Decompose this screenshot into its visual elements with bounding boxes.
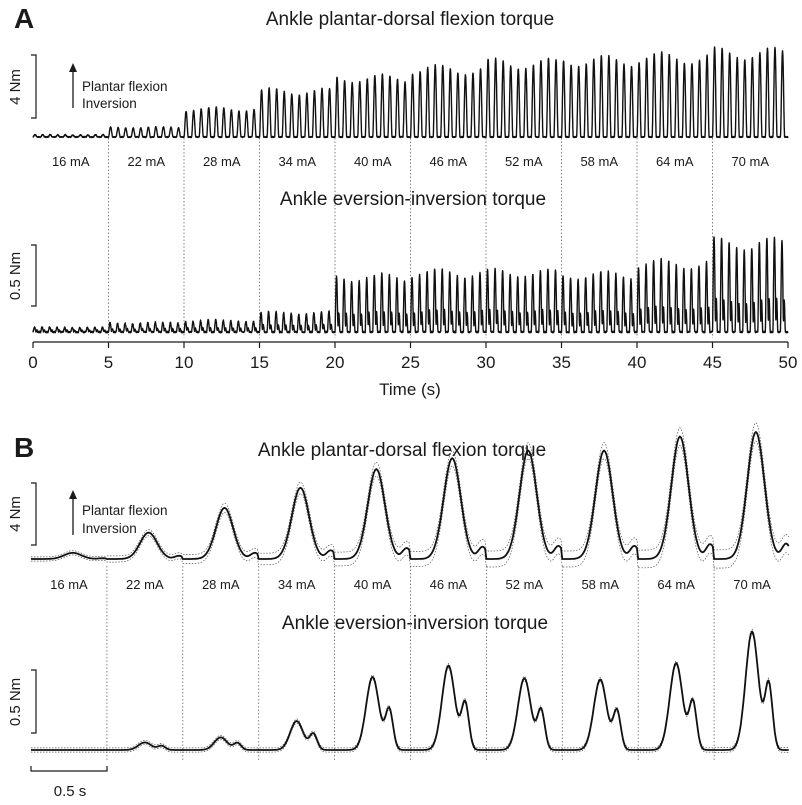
panel-a-letter: A [14, 3, 34, 34]
panel-a-x-tick-label: 45 [703, 353, 722, 372]
panel-b-segment-label: 16 mA [50, 577, 88, 592]
panel-a-segment-label: 34 mA [278, 154, 316, 169]
panel-a-segment-label: 58 mA [580, 154, 618, 169]
panel-a-x-tick-label: 30 [477, 353, 496, 372]
panel-b-segment-label: 40 mA [354, 577, 392, 592]
panel-a-ei-scale-label: 0.5 Nm [7, 252, 24, 300]
panel-a-segment-label: 64 mA [656, 154, 694, 169]
panel-b-segment-label: 46 mA [430, 577, 468, 592]
panel-b-pf-scale-bar [31, 482, 37, 546]
panel-a-segment-label: 22 mA [127, 154, 165, 169]
panel-b-pf-trace [31, 430, 790, 560]
panel-b-note-plantar: Plantar flexion [82, 503, 168, 518]
panel-b-time-scale-bar [30, 766, 108, 772]
panel-a-segment-label: 70 mA [731, 154, 769, 169]
panel-a-pf-trace [32, 46, 789, 139]
panel-a-traces [32, 46, 789, 334]
panel-a-segment-label: 40 mA [354, 154, 392, 169]
panel-b-segment-label: 34 mA [278, 577, 316, 592]
panel-a-x-tick-label: 15 [250, 353, 269, 372]
panel-a-x-tick-label: 20 [326, 353, 345, 372]
panel-a-x-tick-label: 40 [628, 353, 647, 372]
panel-a-x-ticks: 0 5 10 15 20 25 30 35 40 45 50 [28, 342, 797, 372]
panel-a-pf-scale-bar [31, 54, 37, 119]
panel-a-up-arrow-icon [69, 63, 77, 108]
panel-b-segment-dividers [106, 566, 715, 760]
panel-a-pf-scale-label: 4 Nm [7, 69, 24, 105]
panel-b-ei-trace-upper-bound [31, 628, 789, 749]
panel-b-ei-scale-bar [31, 669, 37, 734]
panel-a-ei-scale-bar [31, 244, 37, 307]
panel-b-note-inversion: Inversion [82, 521, 137, 536]
panel-b-ei-trace-lower-bound [31, 633, 789, 753]
panel-a-x-tick-label: 25 [401, 353, 420, 372]
panel-a-x-tick-label: 5 [104, 353, 113, 372]
panel-a-x-axis-title: Time (s) [379, 380, 441, 399]
panel-b-up-arrow-icon [69, 490, 77, 535]
panel-b-time-scale-label: 0.5 s [54, 783, 87, 800]
panel-b-pf-scale-label: 4 Nm [7, 496, 24, 532]
panel-a-ei-trace [32, 236, 789, 334]
panel-b-segment-label: 28 mA [202, 577, 240, 592]
panel-b-letter: B [14, 432, 34, 463]
panel-a-x-tick-label: 50 [779, 353, 798, 372]
panel-b-pf-title: Ankle plantar-dorsal flexion torque [258, 440, 546, 461]
panel-b-ei-trace [31, 630, 789, 751]
panel-b-segment-label: 64 mA [657, 577, 695, 592]
panel-a-segment-label: 52 mA [505, 154, 543, 169]
panel-b-segment-label: 70 mA [733, 577, 771, 592]
panel-b-ei-title: Ankle eversion-inversion torque [282, 613, 548, 634]
panel-a-segment-label: 16 mA [52, 154, 90, 169]
panel-a-ei-title: Ankle eversion-inversion torque [280, 189, 546, 210]
panel-a-segment-label: 28 mA [203, 154, 241, 169]
panel-b-ei-scale-label: 0.5 Nm [7, 678, 24, 726]
panel-a-pf-title: Ankle plantar-dorsal flexion torque [266, 9, 554, 30]
panel-b-traces [31, 422, 790, 753]
panel-a-note-plantar: Plantar flexion [82, 79, 168, 94]
panel-a-segment-label: 46 mA [429, 154, 467, 169]
panel-b-segment-label: 52 mA [506, 577, 544, 592]
panel-a-x-tick-label: 10 [175, 353, 194, 372]
panel-a-x-tick-label: 35 [552, 353, 571, 372]
panel-a-x-tick-label: 0 [28, 353, 37, 372]
panel-a-note-inversion: Inversion [82, 96, 137, 111]
panel-b-segment-labels: 16 mA 22 mA 28 mA 34 mA 40 mA 46 mA 52 mA 58 mA… [50, 577, 771, 592]
panel-b-segment-label: 58 mA [581, 577, 619, 592]
panel-b-segment-label: 22 mA [126, 577, 164, 592]
panel-b-pf-trace-lower-bound [31, 440, 789, 569]
panel-a-segment-labels: 16 mA 22 mA 28 mA 34 mA 40 mA 46 mA 52 mA 58 mA… [52, 154, 769, 169]
